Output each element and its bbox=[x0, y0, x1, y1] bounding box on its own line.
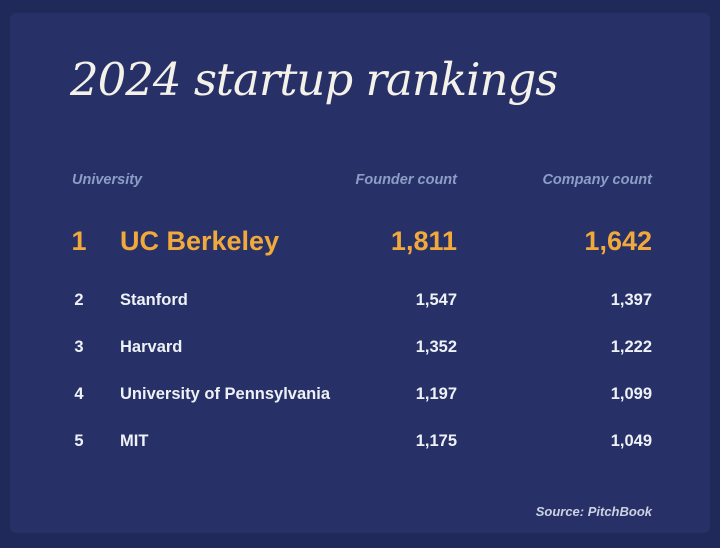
page-title: 2024 startup rankings bbox=[70, 53, 558, 106]
company-count-cell: 1,642 bbox=[584, 226, 652, 256]
founder-count-cell: 1,547 bbox=[415, 291, 457, 309]
university-cell: Harvard bbox=[120, 338, 183, 356]
company-count-cell: 1,397 bbox=[610, 291, 652, 309]
rank-cell: 5 bbox=[74, 432, 84, 450]
founder-count-cell: 1,811 bbox=[390, 226, 457, 256]
background-panel bbox=[10, 13, 710, 533]
table-header-row: University Founder count Company count bbox=[0, 172, 720, 190]
rank-cell: 3 bbox=[74, 338, 84, 356]
column-header-university: University bbox=[72, 172, 143, 188]
rank-cell: 1 bbox=[71, 226, 87, 256]
university-cell: Stanford bbox=[120, 291, 188, 309]
source-note: Source: PitchBook bbox=[535, 504, 652, 519]
university-cell: MIT bbox=[120, 432, 149, 450]
company-count-cell: 1,099 bbox=[610, 385, 652, 403]
rank-cell: 2 bbox=[74, 291, 84, 309]
university-cell: UC Berkeley bbox=[120, 226, 280, 256]
founder-count-cell: 1,175 bbox=[415, 432, 457, 450]
column-header-company-count: Company count bbox=[542, 172, 652, 188]
company-count-cell: 1,049 bbox=[610, 432, 652, 450]
university-cell: University of Pennsylvania bbox=[120, 385, 330, 403]
company-count-cell: 1,222 bbox=[610, 338, 652, 356]
rank-cell: 4 bbox=[74, 385, 84, 403]
founder-count-cell: 1,197 bbox=[415, 385, 457, 403]
founder-count-cell: 1,352 bbox=[415, 338, 457, 356]
column-header-founder-count: Founder count bbox=[355, 172, 458, 188]
